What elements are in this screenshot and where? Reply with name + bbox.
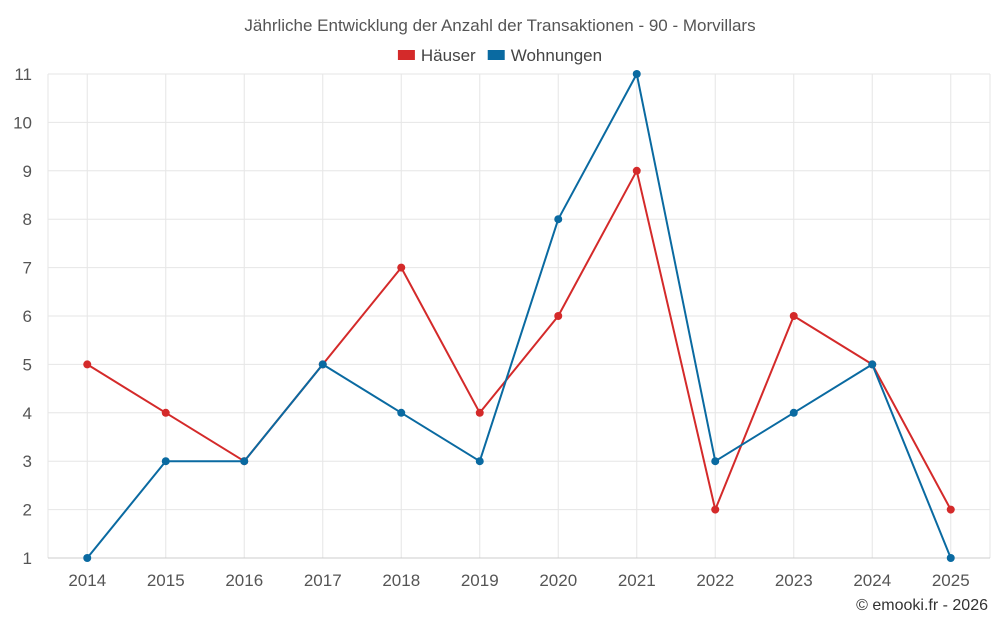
data-point[interactable]: [946, 505, 955, 514]
data-point[interactable]: [397, 408, 406, 417]
data-point[interactable]: [161, 408, 170, 417]
series-layer: [83, 70, 955, 562]
x-tick-label: 2018: [382, 571, 420, 590]
y-tick-label: 10: [13, 113, 32, 132]
y-tick-label: 7: [23, 259, 32, 278]
legend-swatch-0: [397, 50, 415, 60]
data-point[interactable]: [711, 505, 720, 514]
data-point[interactable]: [632, 166, 641, 175]
data-point[interactable]: [475, 408, 484, 417]
data-point[interactable]: [632, 70, 641, 78]
series-line-1: [86, 73, 952, 559]
y-tick-label: 6: [23, 307, 32, 326]
legend-label-0[interactable]: Häuser: [421, 46, 476, 65]
x-tick-label: 2017: [304, 571, 342, 590]
data-point[interactable]: [554, 312, 563, 320]
x-tick-label: 2020: [539, 571, 577, 590]
grid: [47, 73, 991, 559]
y-tick-label: 11: [14, 65, 32, 84]
data-point[interactable]: [554, 215, 563, 224]
data-point[interactable]: [711, 457, 720, 466]
x-tick-label: 2016: [225, 571, 263, 590]
x-tick-label: 2023: [775, 571, 813, 590]
x-tick-label: 2015: [147, 571, 185, 590]
data-point[interactable]: [83, 554, 92, 562]
y-tick-label: 8: [23, 210, 32, 229]
x-tick-label: 2014: [68, 571, 106, 590]
series-line-0: [86, 169, 952, 511]
data-point[interactable]: [789, 408, 798, 417]
data-point[interactable]: [946, 554, 955, 562]
legend-label-1[interactable]: Wohnungen: [511, 46, 602, 65]
data-point[interactable]: [475, 457, 484, 466]
y-tick-label: 9: [23, 162, 32, 181]
x-tick-label: 2019: [461, 571, 499, 590]
y-tick-label: 5: [23, 355, 32, 374]
y-tick-label: 1: [23, 549, 32, 568]
x-tick-label: 2024: [853, 571, 891, 590]
y-tick-label: 2: [23, 501, 32, 520]
x-tick-label: 2025: [932, 571, 970, 590]
y-axis: 1 2 3 4 5 6 7 8 9 10 11: [13, 65, 32, 568]
x-axis: 2014 2015 2016 2017 2018 2019 2020 2021 2022 2023…: [68, 571, 969, 590]
data-point[interactable]: [318, 360, 327, 369]
data-point[interactable]: [161, 457, 170, 466]
data-point[interactable]: [789, 312, 798, 320]
data-point[interactable]: [397, 263, 406, 272]
x-tick-label: 2022: [696, 571, 734, 590]
series-1: [83, 70, 955, 562]
legend-swatch-1: [487, 50, 505, 60]
credit-text: © emooki.fr - 2026: [856, 597, 988, 614]
y-tick-label: 3: [23, 452, 32, 471]
chart-title: Jährliche Entwicklung der Anzahl der Tra…: [244, 16, 755, 35]
legend: Häuser Wohnungen: [397, 46, 602, 65]
x-tick-label: 2021: [618, 571, 656, 590]
y-tick-label: 4: [23, 404, 32, 423]
data-point[interactable]: [240, 457, 249, 466]
data-point[interactable]: [868, 360, 877, 369]
data-point[interactable]: [83, 360, 92, 369]
